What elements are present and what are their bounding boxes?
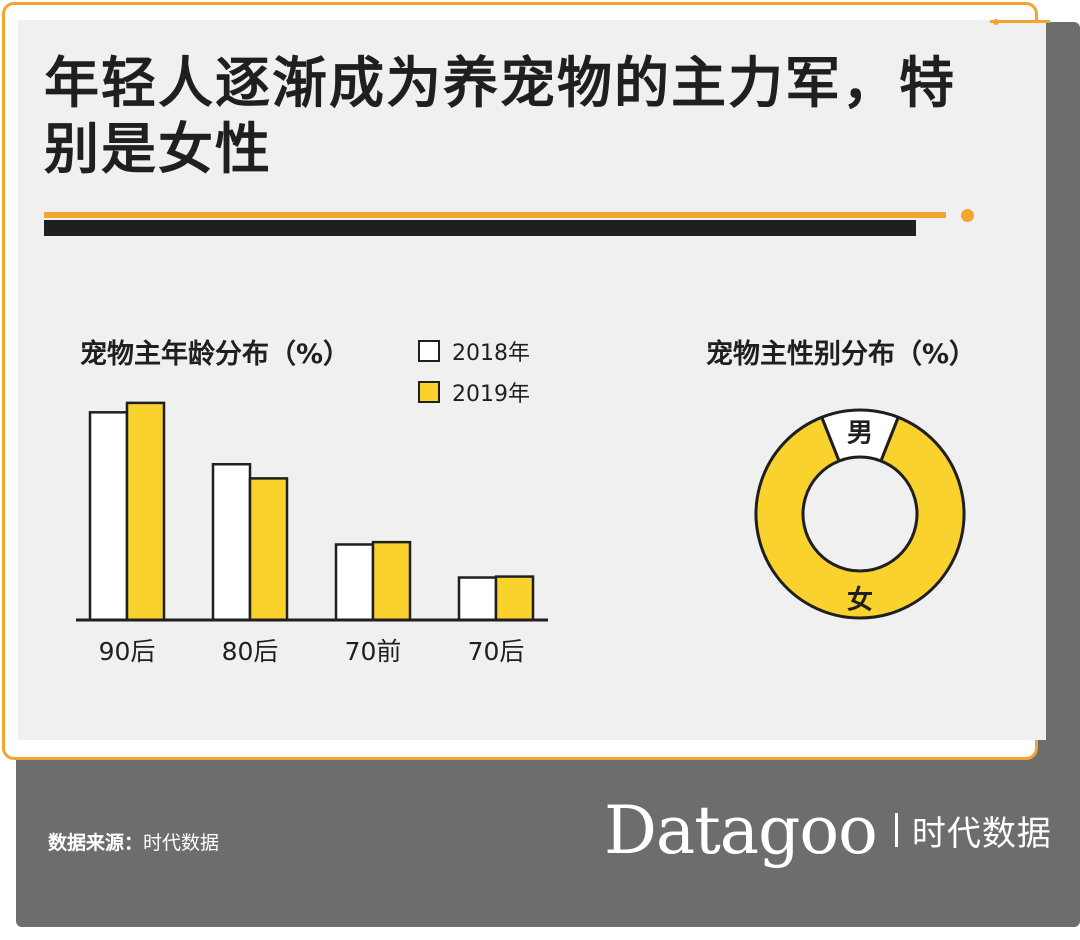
legend-label-2019: 2019年 [452, 382, 530, 407]
donut-label-女: 女 [847, 585, 873, 616]
bar-2019年-90后 [125, 401, 166, 622]
x-tick-label: 90后 [99, 637, 156, 666]
donut-label-男: 男 [847, 419, 873, 449]
x-tick-label: 70前 [345, 637, 402, 666]
title-underline-black [44, 220, 916, 236]
age-chart-legend: 2018年 2019年 [418, 336, 530, 418]
age-chart-title: 宠物主年龄分布（%） [80, 339, 351, 370]
bar-2018年-90后 [88, 411, 129, 622]
title-underline-orange [44, 212, 946, 218]
x-tick-label: 80后 [222, 637, 279, 666]
corner-accent-dot [993, 19, 999, 25]
gender-chart-title: 宠物主性别分布（%） [706, 339, 977, 370]
legend-item-2019: 2019年 [418, 377, 530, 407]
corner-accent-line [990, 20, 1050, 23]
bar-2018年-80后 [211, 462, 252, 622]
data-source-value: 时代数据 [143, 832, 220, 854]
brand-divider [894, 813, 898, 847]
donut-slice-女 [754, 415, 966, 620]
brand-logo: Datagoo [604, 791, 878, 869]
legend-label-2018: 2018年 [452, 341, 530, 366]
brand-name-cn: 时代数据 [911, 813, 1052, 854]
title-underline-dot [961, 209, 974, 222]
data-source-label: 数据来源： [48, 832, 144, 854]
legend-item-2018: 2018年 [418, 336, 530, 366]
legend-swatch-2019 [418, 381, 440, 403]
bar-2019年-80后 [248, 477, 289, 622]
data-source: 数据来源：时代数据 [48, 828, 219, 855]
bar-2018年-70后 [457, 576, 498, 622]
brand: Datagoo 时代数据 [604, 790, 1052, 870]
x-tick-label: 70后 [468, 637, 525, 666]
bar-2019年-70前 [371, 540, 412, 622]
page-title: 年轻人逐渐成为养宠物的主力军，特别是女性 [44, 51, 957, 181]
legend-swatch-2018 [418, 340, 440, 362]
